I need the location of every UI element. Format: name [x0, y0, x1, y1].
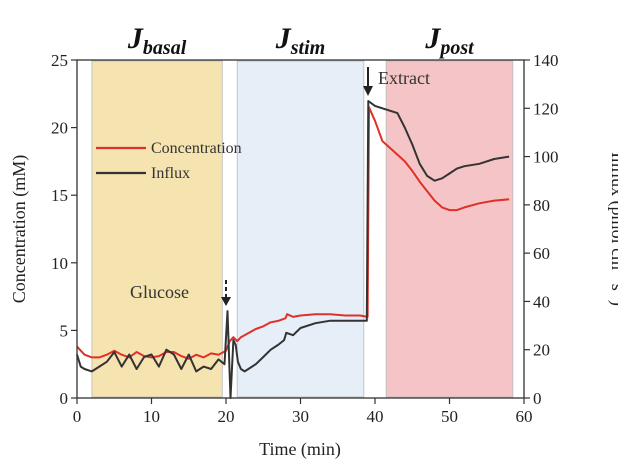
- phase-label-stim: Jstim: [275, 22, 325, 59]
- legend-label-concentration: Concentration: [151, 140, 242, 157]
- glucose-arrow-head: [221, 297, 231, 306]
- y-tick-label: 5: [60, 321, 69, 340]
- y2-tick-label: 80: [533, 196, 550, 215]
- x-axis: 0 10 20 30 40 50 60: [73, 398, 533, 426]
- y2-tick-label: 40: [533, 292, 550, 311]
- phase-region-basal: [91, 60, 223, 398]
- y2-axis-title: Influx (pmol cm-2 s-1): [607, 152, 618, 306]
- y2-title-main: Influx (pmol cm: [607, 152, 618, 270]
- x-tick-label: 50: [441, 407, 458, 426]
- x-tick-label: 40: [367, 407, 384, 426]
- plot-area: [76, 59, 525, 399]
- x-tick-label: 20: [218, 407, 235, 426]
- y2-title-sup2: -1: [615, 291, 618, 300]
- y-axis-title: Concentration (mM): [9, 155, 30, 303]
- y2-tick-label: 60: [533, 244, 550, 263]
- phase-regions: [91, 60, 514, 398]
- phase-label-post: Jpost: [424, 22, 475, 59]
- y2-tick-label: 0: [533, 389, 542, 408]
- y2-title-mid: s: [608, 279, 618, 291]
- phase-label-sub: stim: [290, 37, 325, 59]
- phase-label-main: J: [127, 22, 144, 55]
- phase-label-basal: Jbasal: [127, 22, 187, 59]
- annotation-glucose: Glucose: [130, 282, 189, 302]
- y-tick-label: 10: [51, 254, 68, 273]
- y2-title-end: ): [607, 300, 618, 306]
- annotation-extract: Extract: [378, 68, 430, 88]
- series-lines: [76, 100, 510, 399]
- x-tick-label: 30: [292, 407, 309, 426]
- legend: Concentration Influx: [96, 140, 242, 182]
- legend-label-influx: Influx: [151, 165, 190, 182]
- y2-tick-label: 100: [533, 148, 559, 167]
- series-line-influx: [76, 100, 510, 399]
- y-tick-label: 0: [60, 389, 69, 408]
- extract-arrow-head: [363, 86, 373, 96]
- x-axis-title: Time (min): [259, 439, 341, 460]
- y2-tick-label: 120: [533, 99, 559, 118]
- y2-tick-label: 140: [533, 51, 559, 70]
- phase-label-main: J: [424, 22, 441, 55]
- y-axis-right: 0 20 40 60 80 100 120 140: [524, 51, 559, 408]
- y-axis-left: 0 5 10 15 20 25: [51, 51, 77, 408]
- annotations: Glucose Extract: [130, 67, 430, 306]
- phase-label-sub: post: [438, 37, 475, 59]
- y-tick-label: 20: [51, 119, 68, 138]
- phase-label-main: J: [275, 22, 292, 55]
- x-tick-label: 60: [516, 407, 533, 426]
- y-tick-label: 25: [51, 51, 68, 70]
- phase-label-sub: basal: [143, 37, 187, 59]
- y-tick-label: 15: [51, 186, 68, 205]
- x-tick-label: 10: [143, 407, 160, 426]
- phase-region-post: [385, 60, 514, 398]
- y2-tick-label: 20: [533, 341, 550, 360]
- x-tick-label: 0: [73, 407, 82, 426]
- y2-title-sup1: -2: [615, 270, 618, 279]
- phase-labels: Jbasal Jstim Jpost: [127, 22, 475, 59]
- phase-region-stim: [236, 60, 365, 398]
